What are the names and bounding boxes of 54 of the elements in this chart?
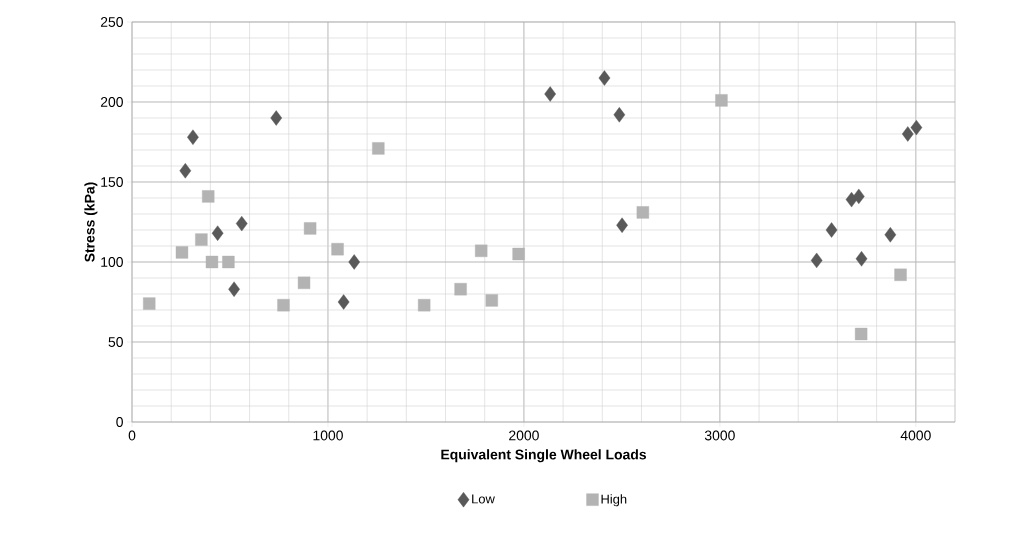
point — [195, 233, 208, 246]
y-axis-title: Stress (kPa) — [84, 182, 98, 262]
point — [222, 255, 235, 269]
point — [228, 281, 240, 297]
point — [417, 299, 431, 312]
y-tick-label: 200 — [100, 97, 123, 107]
point — [337, 294, 350, 310]
point — [613, 107, 626, 123]
point — [202, 190, 215, 203]
point — [205, 255, 219, 269]
point — [348, 254, 361, 270]
point — [855, 251, 868, 267]
y-tick-label: 150 — [101, 177, 123, 187]
y-tick-label: 100 — [101, 257, 123, 267]
point — [852, 188, 865, 205]
y-tick-label: 50 — [108, 337, 123, 347]
point — [636, 206, 650, 219]
point — [235, 215, 248, 232]
point — [884, 227, 897, 243]
point — [854, 327, 868, 341]
point — [143, 297, 156, 310]
point — [187, 129, 199, 145]
point — [715, 94, 728, 107]
x-tick-label: 3000 — [704, 430, 735, 441]
x-axis-title: Equivalent Single Wheel Loads — [441, 449, 647, 463]
point — [475, 244, 488, 257]
point — [616, 217, 628, 233]
point — [485, 294, 498, 307]
y-tick-label: 0 — [116, 417, 123, 427]
legend-label: Low — [472, 494, 495, 504]
point — [179, 163, 192, 179]
point — [175, 246, 189, 259]
point — [277, 299, 290, 312]
point — [544, 86, 556, 102]
x-tick-label: 0 — [128, 430, 136, 441]
point — [372, 142, 385, 155]
point — [270, 110, 283, 126]
point — [825, 222, 838, 238]
point — [901, 126, 914, 142]
point — [910, 119, 923, 136]
point — [512, 247, 525, 261]
point — [297, 276, 311, 289]
y-tick-label: 250 — [100, 17, 123, 27]
point — [211, 225, 224, 241]
x-tick-label: 1000 — [313, 430, 343, 441]
point — [331, 243, 344, 256]
x-tick-label: 2000 — [509, 430, 539, 441]
point — [303, 222, 317, 235]
point — [454, 283, 467, 296]
point — [894, 268, 907, 281]
x-tick-label: 4000 — [900, 430, 931, 441]
point — [810, 252, 823, 269]
legend-label: High — [601, 494, 627, 507]
point — [598, 70, 611, 86]
